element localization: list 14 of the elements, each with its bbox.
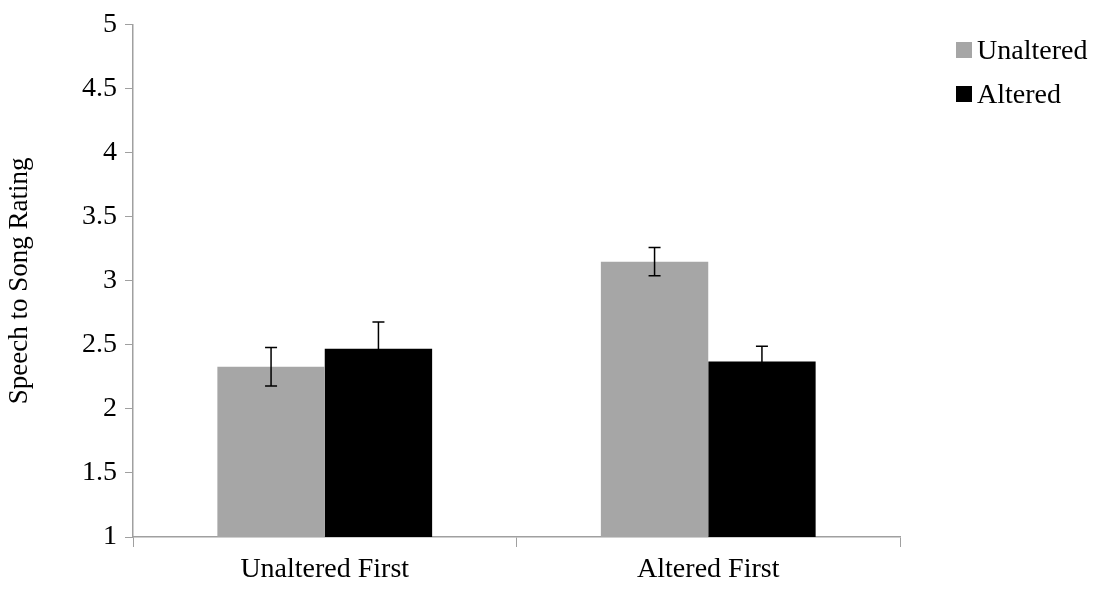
y-tick-label: 5 [103,7,117,39]
y-tick-label: 4 [103,135,117,167]
legend-label: Altered [977,78,1061,110]
y-tick-label: 3 [103,263,117,295]
x-tick-label: Altered First [637,552,780,584]
y-tick-label: 2.5 [82,327,117,359]
y-tick-label: 2 [103,391,117,423]
legend-label: Unaltered [977,34,1088,66]
x-tick-label: Unaltered First [240,552,410,584]
y-tick-label: 1.5 [82,455,117,487]
y-tick-label: 4.5 [82,71,117,103]
y-tick-label: 1 [103,519,117,551]
y-axis-title: Speech to Song Rating [3,157,34,405]
y-tick-label: 3.5 [82,199,117,231]
